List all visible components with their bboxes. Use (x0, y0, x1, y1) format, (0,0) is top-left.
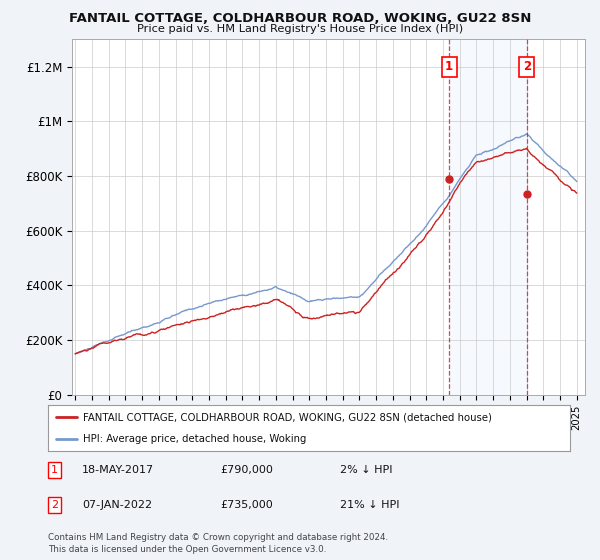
HPI: Average price, detached house, Woking: (2e+03, 1.5e+05): Average price, detached house, Woking: (… (72, 351, 79, 357)
FANTAIL COTTAGE, COLDHARBOUR ROAD, WOKING, GU22 8SN (detached house) (72, 351, 79, 357)
Line: HPI: Average price, detached house, Woking: HPI: Average price, detached house, Woki… (76, 134, 577, 354)
Bar (449, 39, 527, 395)
FANTAIL COTTAGE, COLDHARBOUR ROAD, WOKING, GU22 8SN (detached house) (401, 258, 409, 264)
FANTAIL COTTAGE, COLDHARBOUR ROAD, WOKING, GU22 8SN (detached house) (573, 190, 580, 197)
FANTAIL COTTAGE, COLDHARBOUR ROAD, WOKING, GU22 8SN (detached house) (81, 347, 88, 353)
Text: 1: 1 (445, 60, 453, 73)
HPI: Average price, detached house, Woking: (2e+03, 3.4e+05): Average price, detached house, Woking: (… (210, 298, 217, 305)
HPI: Average price, detached house, Woking: (2e+03, 2.37e+05): Average price, detached house, Woking: (… (133, 326, 140, 333)
Text: Contains HM Land Registry data © Crown copyright and database right 2024.
This d: Contains HM Land Registry data © Crown c… (48, 533, 388, 554)
Text: 07-JAN-2022: 07-JAN-2022 (82, 500, 152, 510)
Text: FANTAIL COTTAGE, COLDHARBOUR ROAD, WOKING, GU22 8SN (detached house): FANTAIL COTTAGE, COLDHARBOUR ROAD, WOKIN… (83, 412, 493, 422)
Text: HPI: Average price, detached house, Woking: HPI: Average price, detached house, Woki… (83, 435, 307, 444)
Text: 21% ↓ HPI: 21% ↓ HPI (340, 500, 400, 510)
FANTAIL COTTAGE, COLDHARBOUR ROAD, WOKING, GU22 8SN (detached house) (523, 145, 530, 152)
FANTAIL COTTAGE, COLDHARBOUR ROAD, WOKING, GU22 8SN (detached house) (210, 313, 217, 320)
FANTAIL COTTAGE, COLDHARBOUR ROAD, WOKING, GU22 8SN (detached house) (183, 319, 190, 325)
Text: 1: 1 (51, 465, 58, 475)
Text: £790,000: £790,000 (220, 465, 273, 475)
Text: Price paid vs. HM Land Registry's House Price Index (HPI): Price paid vs. HM Land Registry's House … (137, 24, 463, 34)
HPI: Average price, detached house, Woking: (2e+03, 1.63e+05): Average price, detached house, Woking: (… (81, 347, 88, 353)
HPI: Average price, detached house, Woking: (2.01e+03, 5.34e+05): Average price, detached house, Woking: (… (401, 245, 409, 252)
HPI: Average price, detached house, Woking: (2e+03, 3.1e+05): Average price, detached house, Woking: (… (183, 307, 190, 314)
Text: 18-MAY-2017: 18-MAY-2017 (82, 465, 154, 475)
Text: 2: 2 (51, 500, 58, 510)
Text: 2: 2 (523, 60, 531, 73)
FANTAIL COTTAGE, COLDHARBOUR ROAD, WOKING, GU22 8SN (detached house) (133, 330, 140, 337)
Line: FANTAIL COTTAGE, COLDHARBOUR ROAD, WOKING, GU22 8SN (detached house): FANTAIL COTTAGE, COLDHARBOUR ROAD, WOKIN… (76, 148, 577, 354)
HPI: Average price, detached house, Woking: (2.02e+03, 7.8e+05): Average price, detached house, Woking: (… (573, 178, 580, 185)
HPI: Average price, detached house, Woking: (2.02e+03, 9.54e+05): Average price, detached house, Woking: (… (523, 130, 530, 137)
FANTAIL COTTAGE, COLDHARBOUR ROAD, WOKING, GU22 8SN (detached house) (387, 272, 394, 279)
HPI: Average price, detached house, Woking: (2.01e+03, 4.75e+05): Average price, detached house, Woking: (… (387, 262, 394, 268)
Text: FANTAIL COTTAGE, COLDHARBOUR ROAD, WOKING, GU22 8SN: FANTAIL COTTAGE, COLDHARBOUR ROAD, WOKIN… (69, 12, 531, 25)
Text: £735,000: £735,000 (220, 500, 273, 510)
Text: 2% ↓ HPI: 2% ↓ HPI (340, 465, 393, 475)
